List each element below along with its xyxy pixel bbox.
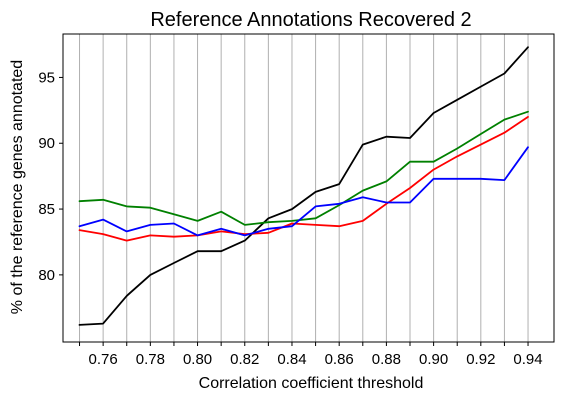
y-tick-label: 80 bbox=[38, 267, 55, 284]
x-tick-label: 0.92 bbox=[466, 351, 495, 368]
y-axis-ticks: 80 85 90 95 bbox=[38, 69, 63, 283]
x-tick-label: 0.80 bbox=[183, 351, 212, 368]
x-tick-label: 0.78 bbox=[136, 351, 165, 368]
x-tick-label: 0.86 bbox=[325, 351, 354, 368]
series-line-1 bbox=[80, 112, 529, 225]
chart-title: Reference Annotations Recovered 2 bbox=[150, 9, 471, 31]
y-axis-label: % of the reference genes annotated bbox=[9, 60, 26, 314]
y-tick-label: 90 bbox=[38, 135, 55, 152]
x-tick-label: 0.82 bbox=[230, 351, 259, 368]
series-line-3 bbox=[80, 147, 529, 235]
series-line-0 bbox=[80, 47, 529, 325]
x-axis-ticks: 0.76 0.78 0.80 0.82 0.84 0.86 0.88 0.90 0.92 0.94 bbox=[80, 342, 543, 368]
x-tick-label: 0.88 bbox=[372, 351, 401, 368]
x-tick-label: 0.76 bbox=[89, 351, 118, 368]
y-tick-label: 95 bbox=[38, 69, 55, 86]
x-axis-label: Correlation coefficient threshold bbox=[199, 375, 424, 392]
x-tick-label: 0.94 bbox=[513, 351, 542, 368]
gridlines bbox=[80, 34, 529, 342]
x-tick-label: 0.90 bbox=[419, 351, 448, 368]
x-tick-label: 0.84 bbox=[277, 351, 306, 368]
y-tick-label: 85 bbox=[38, 201, 55, 218]
series-lines bbox=[80, 47, 529, 325]
